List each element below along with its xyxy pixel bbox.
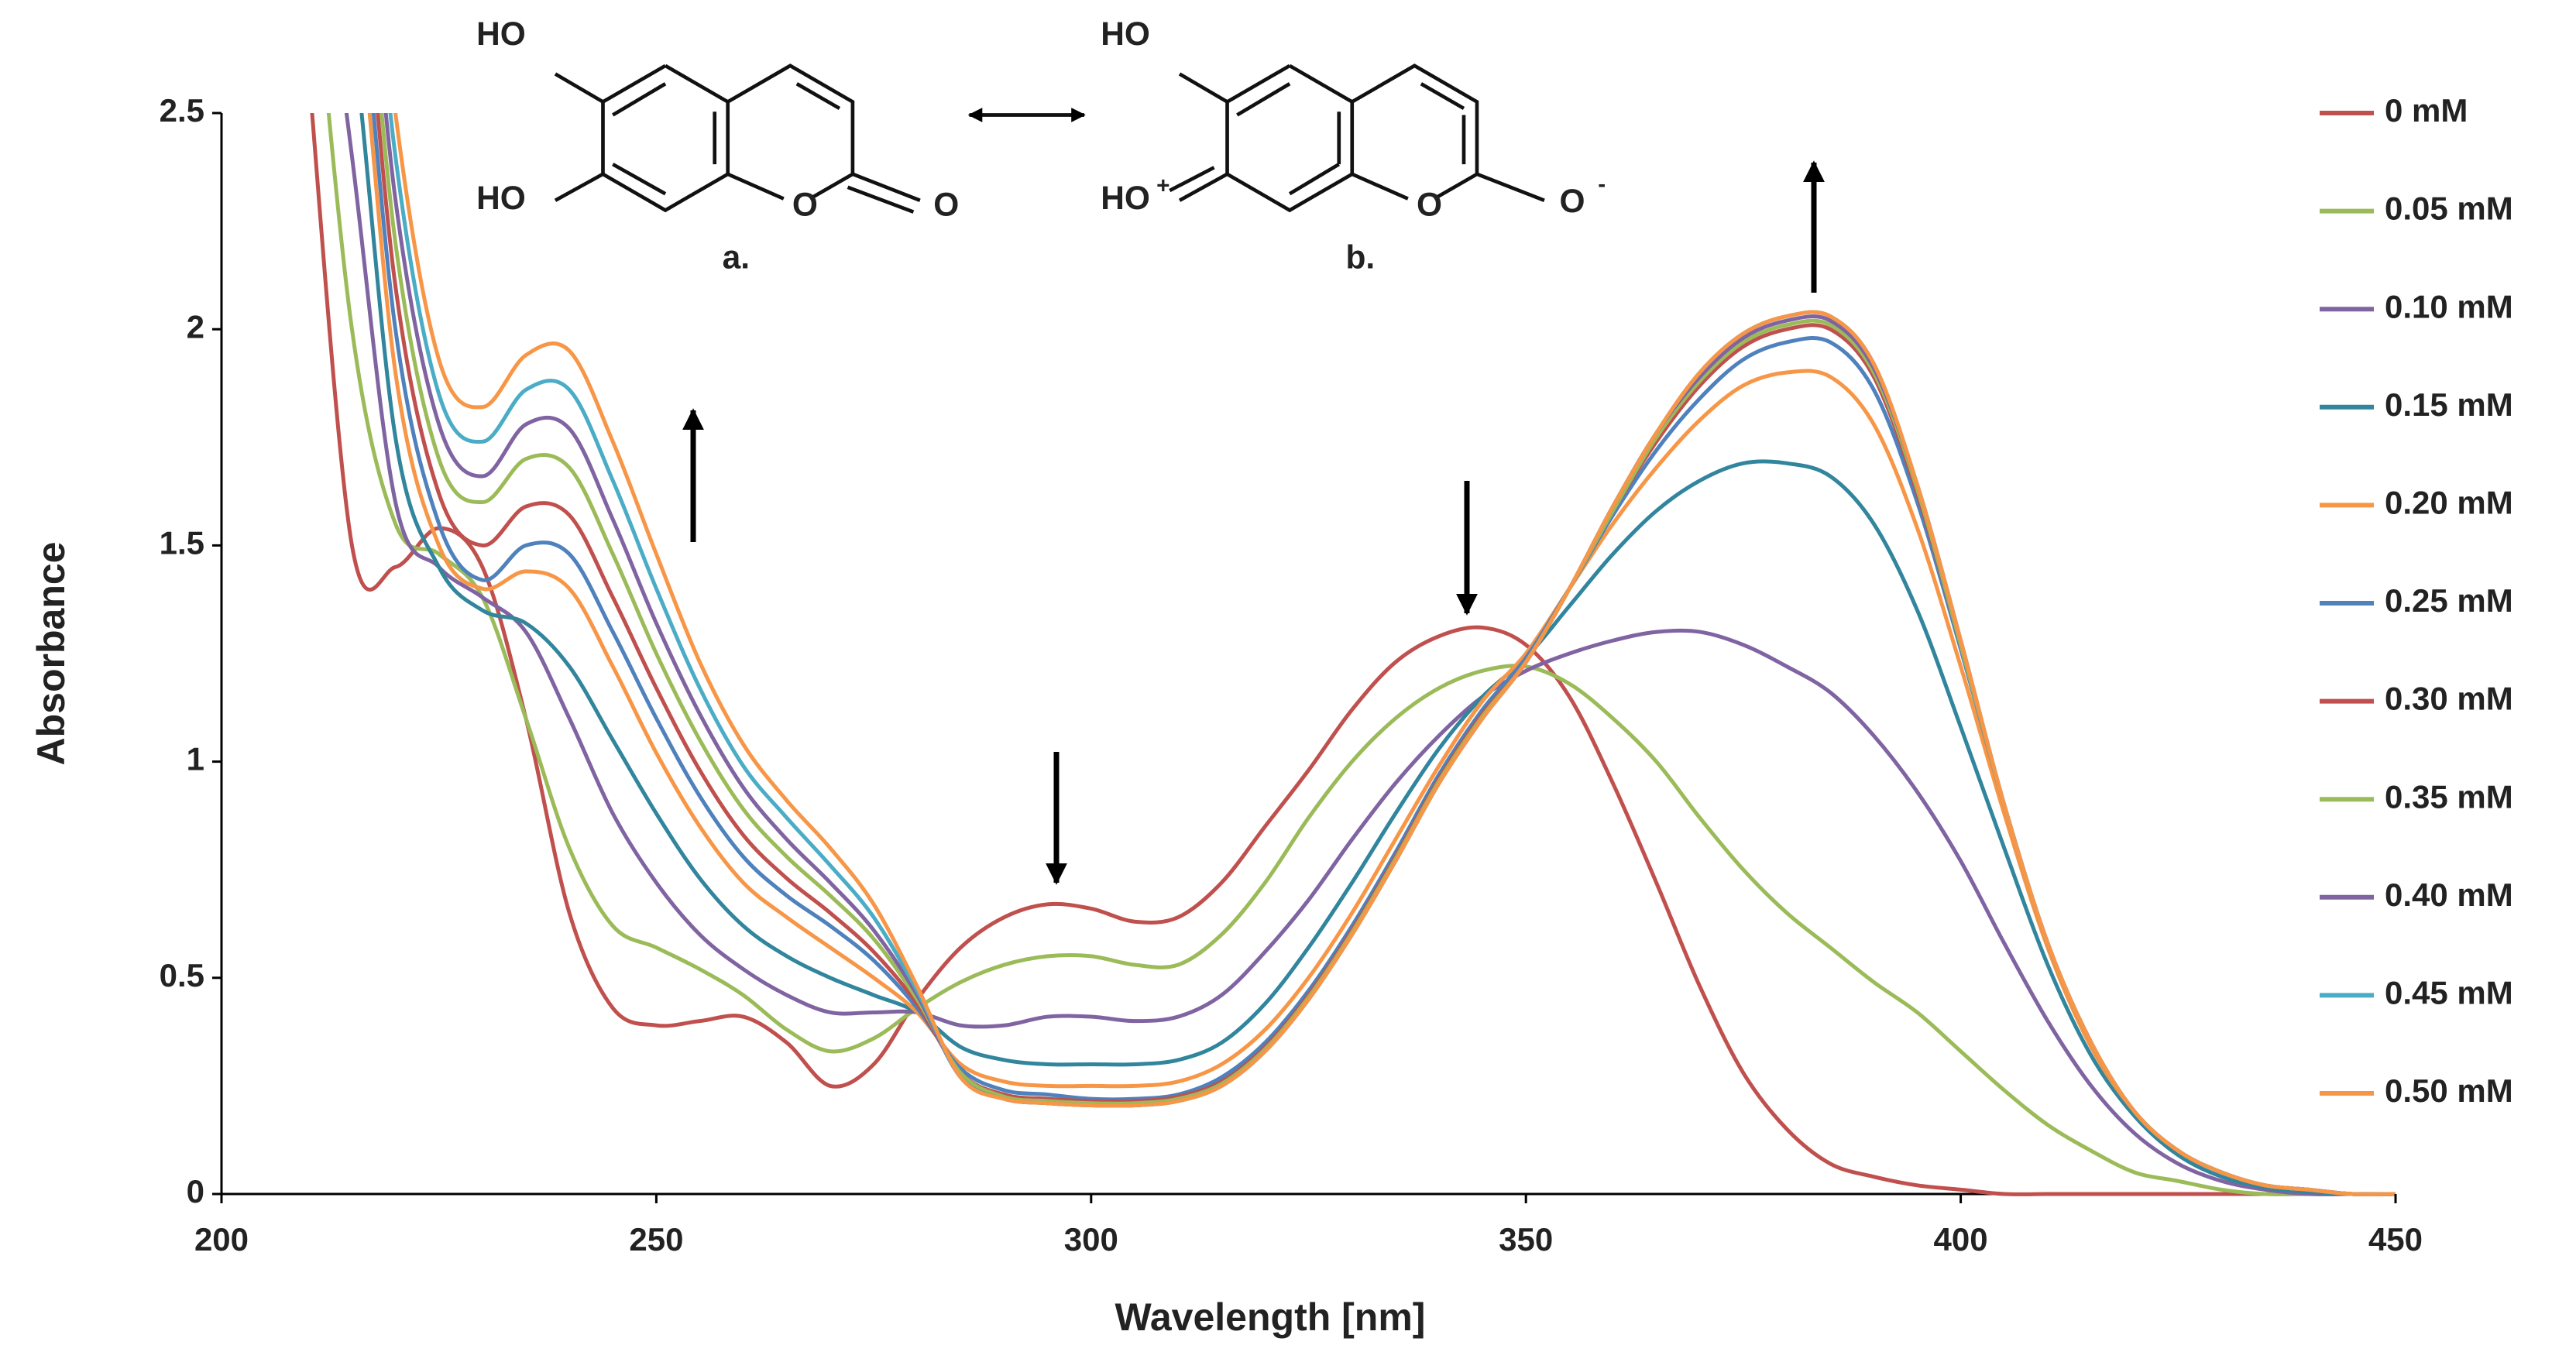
ring [1351, 63, 1479, 201]
legend-label: 0.30 mM [2385, 681, 2513, 717]
y-tick-label: 1.5 [160, 524, 204, 561]
x-tick-label: 300 [1064, 1221, 1118, 1257]
x-tick-label: 350 [1499, 1221, 1553, 1257]
bond [1288, 163, 1340, 196]
structure-label: + [1156, 173, 1170, 199]
x-tick-label: 450 [2368, 1221, 2423, 1257]
structure-label: b. [1346, 238, 1376, 275]
x-tick-label: 250 [629, 1221, 683, 1257]
bond [612, 163, 667, 196]
y-tick-label: 1 [187, 741, 204, 777]
structure-label: HO [1101, 180, 1150, 216]
legend-label: 0.40 mM [2385, 877, 2513, 913]
series-line [393, 113, 2396, 1196]
bond [554, 172, 604, 202]
bond [847, 185, 915, 214]
legend-label: 0.25 mM [2385, 582, 2513, 619]
bond [554, 72, 604, 104]
x-tick-label: 400 [1934, 1221, 1988, 1257]
bond [1178, 72, 1228, 104]
bond [726, 172, 785, 201]
legend-label: 0.05 mM [2385, 190, 2513, 227]
y-tick-label: 0.5 [160, 957, 204, 993]
structure-label: O [1559, 183, 1585, 219]
plot-area [310, 113, 2396, 1196]
series-line [359, 113, 2396, 1196]
legend-label: 0.20 mM [2385, 484, 2513, 520]
structure-label: HO [1101, 15, 1150, 52]
y-tick-label: 0 [187, 1173, 204, 1209]
legend-label: 0.45 mM [2385, 974, 2513, 1010]
structure-label: HO [476, 180, 526, 216]
bond [612, 82, 667, 117]
legend-label: 0.15 mM [2385, 386, 2513, 423]
x-axis-title: Wavelength [nm] [1115, 1295, 1426, 1339]
structure-label: O [792, 186, 818, 222]
structure-label: O [933, 186, 959, 222]
y-axis-title: Absorbance [29, 542, 73, 766]
legend-label: 0.35 mM [2385, 778, 2513, 815]
bond [1420, 82, 1465, 111]
structure-label: HO [476, 15, 526, 52]
change-arrows [682, 160, 1825, 885]
series-line [310, 113, 2396, 1196]
y-tick-label: 2.5 [160, 92, 204, 129]
series-line [344, 113, 2396, 1196]
ring [726, 63, 855, 201]
bond [852, 172, 921, 202]
bond [1476, 172, 1545, 202]
structure-label: O [1417, 186, 1442, 222]
bond [795, 82, 841, 111]
legend-label: 0 mM [2385, 92, 2468, 129]
legend-label: 0.50 mM [2385, 1072, 2513, 1109]
structure-label: - [1598, 172, 1606, 197]
series-line [326, 113, 2396, 1196]
bond [1236, 82, 1291, 117]
x-tick-label: 200 [194, 1221, 249, 1257]
legend-label: 0.10 mM [2385, 288, 2513, 324]
y-tick-label: 2 [187, 308, 204, 345]
bond [1169, 166, 1215, 193]
bond [1178, 172, 1228, 202]
bond [1351, 172, 1409, 201]
structure-label: a. [723, 238, 750, 275]
